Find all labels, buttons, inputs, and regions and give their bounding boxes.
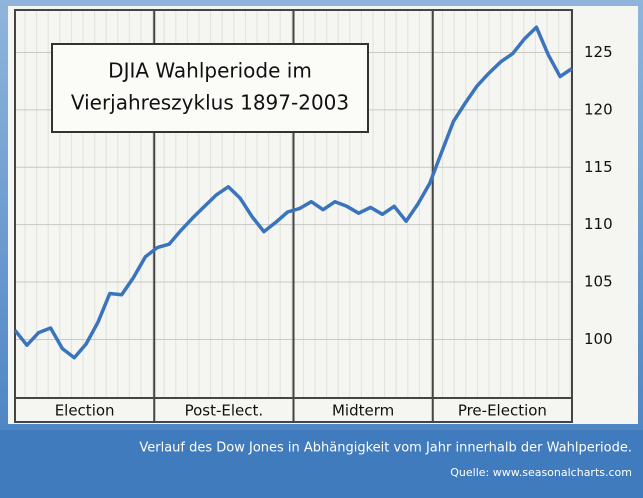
title-box: [51, 43, 369, 133]
data-line: [13, 25, 573, 360]
x-tick-label: Post-Elect.: [185, 402, 264, 420]
y-tick-label: 105: [584, 273, 613, 291]
y-tick-label: 115: [584, 158, 613, 176]
y-tick-label: 100: [584, 330, 613, 348]
plot-frame: [14, 9, 573, 423]
y-tick-label: 125: [584, 43, 613, 61]
x-tick-label: Midterm: [332, 402, 394, 420]
x-tick-label: Pre-Election: [458, 402, 547, 420]
source: Quelle: www.seasonalcharts.com: [450, 466, 632, 479]
x-tick-label: Election: [55, 402, 115, 420]
chart-title: DJIA Wahlperiode im: [108, 59, 312, 83]
y-tick-label: 110: [584, 215, 613, 233]
caption: Verlauf des Dow Jones in Abhängigkeit vo…: [139, 441, 632, 456]
caption-band: [0, 430, 643, 498]
y-tick-label: 120: [584, 100, 613, 118]
chart-title: Vierjahreszyklus 1897-2003: [71, 91, 349, 115]
